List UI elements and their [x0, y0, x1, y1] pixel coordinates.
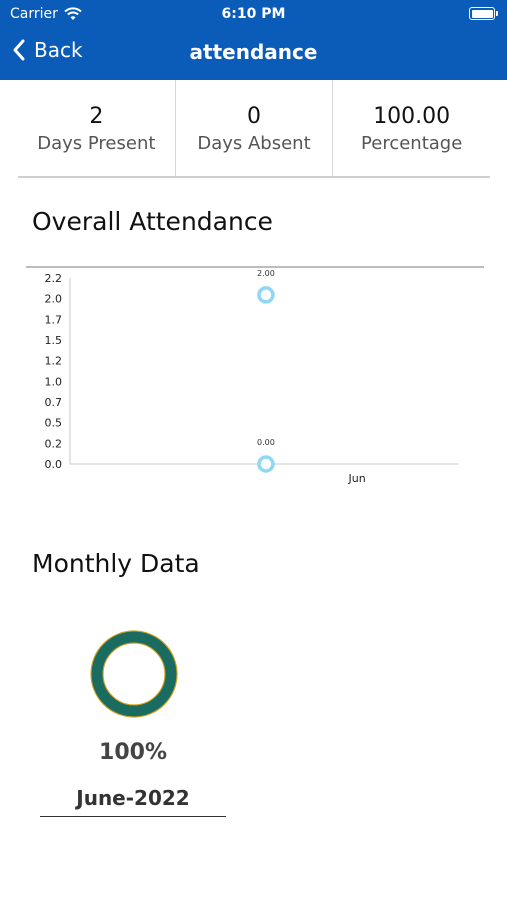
y-tick-label: 2.0 — [45, 293, 63, 306]
carrier-indicator: Carrier — [10, 6, 82, 22]
status-bar: Carrier 6:10 PM — [0, 0, 507, 28]
app-header: Carrier 6:10 PM Back attendance — [0, 0, 507, 80]
overall-attendance-title: Overall Attendance — [32, 207, 273, 236]
carrier-label: Carrier — [10, 6, 58, 22]
y-tick-label: 1.0 — [45, 375, 63, 388]
status-time: 6:10 PM — [221, 6, 286, 22]
data-point — [257, 286, 275, 304]
data-label: 0.00 — [257, 438, 275, 447]
nav-bar: Back attendance — [0, 30, 507, 74]
monthly-donut[interactable] — [88, 628, 180, 720]
x-tick-label: Jun — [348, 472, 366, 485]
y-tick-label: 0.5 — [45, 417, 63, 430]
donut-progress-arc — [91, 631, 177, 717]
donut-inner-border — [102, 642, 166, 706]
monthly-donut-svg — [90, 630, 178, 718]
attendance-chart-svg: 0.0 0.2 0.5 0.7 1.0 1.2 1.5 1.7 2.0 2.2 Jun 2.00 0.0… — [26, 266, 484, 485]
stat-label: Percentage — [361, 133, 463, 154]
donut-outer-border — [90, 630, 178, 718]
stat-value: 2 — [89, 104, 104, 129]
y-tick-label: 0.2 — [45, 437, 63, 450]
y-tick-label: 0.7 — [45, 396, 63, 409]
battery-icon — [469, 7, 498, 20]
monthly-month-label[interactable]: June-2022 — [40, 786, 226, 817]
stat-days-present: 2 Days Present — [18, 80, 175, 176]
back-button[interactable]: Back — [12, 38, 83, 62]
monthly-percent: 100% — [99, 740, 167, 765]
y-tick-label: 1.2 — [45, 355, 63, 368]
data-label: 2.00 — [257, 269, 275, 278]
chevron-left-icon — [13, 39, 25, 61]
y-tick-label: 1.5 — [45, 334, 63, 347]
back-label: Back — [34, 38, 83, 62]
stat-value: 100.00 — [373, 104, 451, 129]
data-point — [257, 455, 275, 473]
wifi-icon — [64, 7, 82, 20]
stat-label: Days Absent — [197, 133, 311, 154]
y-tick-label: 1.7 — [45, 313, 63, 326]
monthly-data-title: Monthly Data — [32, 549, 200, 578]
stat-days-absent: 0 Days Absent — [174, 80, 333, 176]
stat-value: 0 — [247, 104, 261, 129]
page-title: attendance — [189, 40, 318, 64]
attendance-summary: 2 Days Present 0 Days Absent 100.00 Perc… — [18, 80, 490, 178]
y-tick-label: 2.2 — [45, 272, 63, 285]
y-tick-label: 0.0 — [45, 458, 63, 471]
stat-label: Days Present — [37, 133, 156, 154]
stat-percentage: 100.00 Percentage — [332, 80, 490, 176]
attendance-chart: 0.0 0.2 0.5 0.7 1.0 1.2 1.5 1.7 2.0 2.2 Jun 2.00 0.0… — [26, 265, 486, 495]
